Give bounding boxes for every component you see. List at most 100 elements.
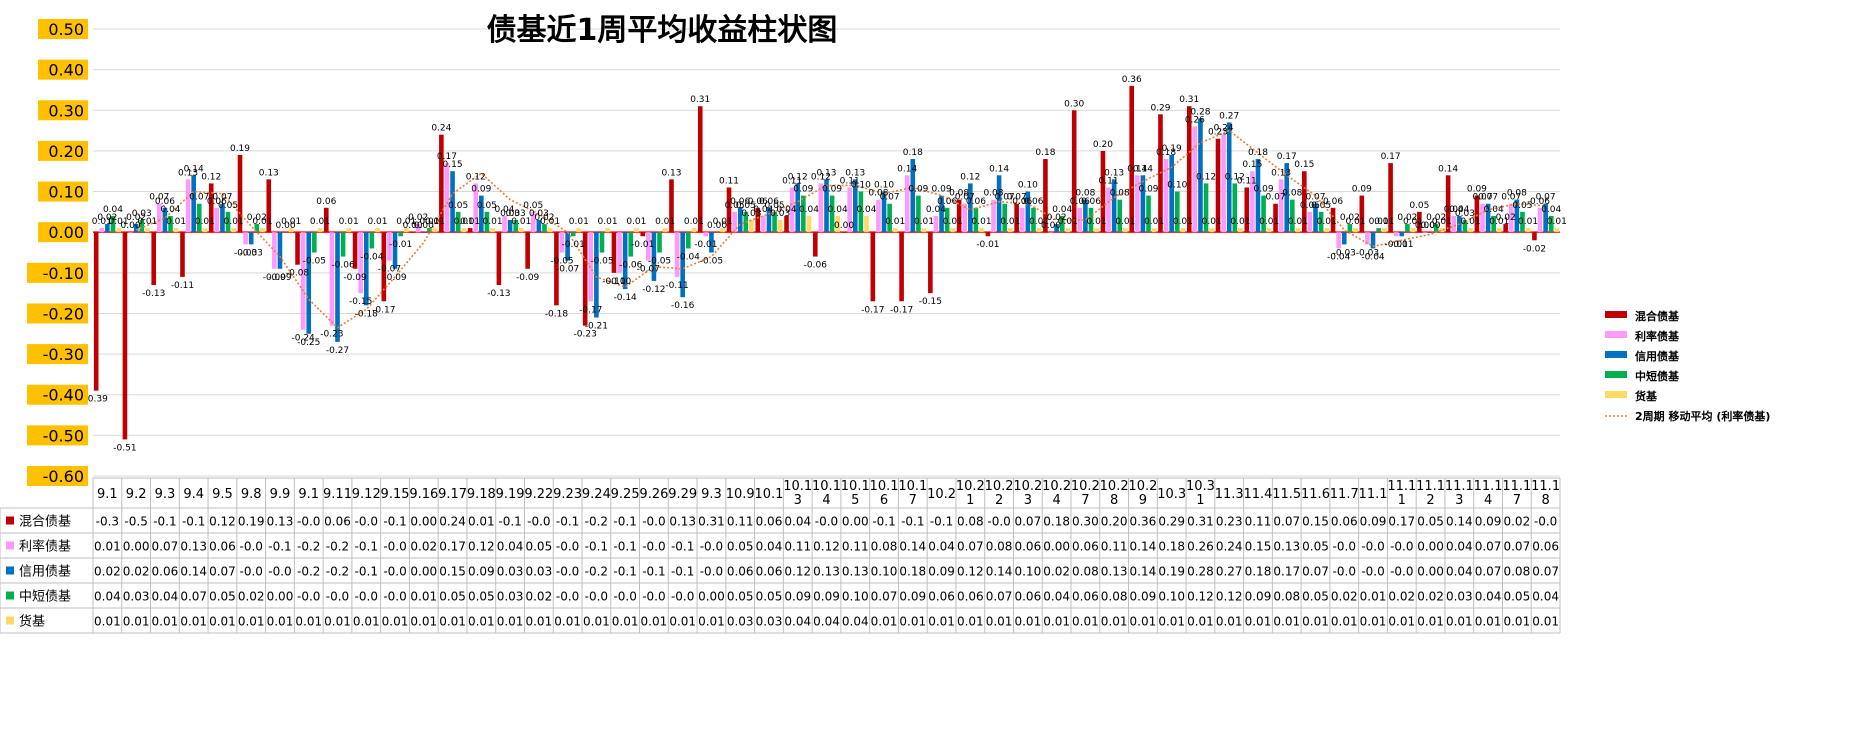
bar-5-40 (1238, 228, 1243, 233)
data-label: 0.00 (403, 221, 423, 231)
table-cell: 0.31 (1187, 515, 1214, 529)
bar-2-33 (1019, 207, 1025, 233)
bar-4-17 (570, 232, 576, 237)
table-cell: 0.24 (439, 515, 466, 529)
data-label: 0.04 (753, 205, 773, 215)
data-label: 0.01 (483, 217, 503, 227)
data-label: 0.07 (1472, 193, 1492, 203)
data-label: 0.19 (1162, 144, 1182, 154)
bar-1-34 (1043, 159, 1048, 233)
category-label: 9.29 (668, 487, 697, 502)
data-label: -0.24 (291, 334, 315, 344)
table-cell: -0.0 (527, 515, 550, 529)
bar-1-13 (439, 134, 444, 233)
bar-5-12 (432, 228, 438, 233)
table-cell: 0.08 (986, 540, 1013, 554)
table-cell: 0.13 (267, 515, 294, 529)
bar-5-17 (576, 228, 582, 233)
bar-4-38 (1174, 191, 1180, 233)
data-label: -0.04 (677, 252, 701, 262)
table-cell: 0.01 (382, 615, 409, 629)
category-label: 9.1 (298, 487, 319, 502)
bar-5-22 (720, 228, 725, 233)
table-cell: -0.1 (355, 565, 378, 579)
bar-2-32 (991, 199, 996, 233)
data-label: 0.04 (799, 205, 819, 215)
table-cell: 0.19 (238, 515, 265, 529)
table-cell: 0.12 (784, 565, 811, 579)
data-label: 0.03 (500, 209, 520, 219)
data-label: 0.01 (1317, 217, 1337, 227)
data-label: 0.01 (1374, 217, 1394, 227)
data-label: -0.23 (320, 330, 343, 340)
table-cell: 0.01 (641, 615, 668, 629)
table-cell: 0.07 (1532, 565, 1559, 579)
category-label: 8 (1110, 493, 1118, 508)
bar-2-2 (128, 232, 133, 233)
bar-4-44 (1347, 224, 1353, 233)
bar-1-44 (1330, 207, 1336, 233)
bar-1-27 (841, 232, 847, 233)
data-label: 0.08 (1507, 189, 1527, 199)
bar-1-17 (554, 232, 559, 306)
data-label: 0.13 (178, 168, 198, 178)
bar-5-15 (518, 228, 524, 233)
category-label: 4 (1052, 493, 1060, 508)
bar-2-31 (962, 203, 968, 233)
y-tick-label: 0.00 (48, 223, 84, 242)
table-cell: -0.0 (355, 515, 378, 529)
table-cell: 0.01 (1331, 615, 1358, 629)
category-label: 10.2 (1128, 479, 1157, 494)
bar-3-6 (248, 232, 254, 245)
category-label: 9.26 (639, 487, 668, 502)
data-label: -0.06 (331, 261, 355, 271)
data-label: 0.08 (1282, 189, 1302, 199)
data-label: 0.12 (811, 172, 831, 182)
data-label: -0.07 (637, 265, 660, 275)
bar-2-21 (674, 232, 680, 277)
y-tick-highlight (38, 59, 88, 80)
table-cell: 0.12 (957, 565, 984, 579)
table-cell: 0.17 (1388, 515, 1415, 529)
table-cell: -0.0 (987, 515, 1010, 529)
table-cell: -0.0 (1361, 565, 1384, 579)
data-label: 0.03 (529, 209, 549, 219)
bar-5-11 (403, 228, 409, 233)
category-label: 10.1 (898, 479, 927, 494)
data-label: 0.01 (252, 217, 272, 227)
table-cell: 0.01 (871, 615, 898, 629)
data-label: 0.02 (1397, 213, 1417, 223)
table-cell: -0.3 (96, 515, 119, 529)
bar-2-41 (1250, 171, 1255, 233)
bar-5-36 (1123, 228, 1128, 233)
data-label: 0.09 (822, 185, 842, 195)
table-cell: 0.15 (1245, 540, 1272, 554)
table-cell: 0.01 (1388, 615, 1415, 629)
bar-3-24 (766, 207, 772, 233)
bar-3-14 (479, 195, 484, 233)
bar-4-36 (1117, 199, 1123, 233)
bar-4-19 (628, 232, 634, 257)
data-label: 0.01 (914, 217, 934, 227)
table-cell: 0.18 (899, 565, 926, 579)
data-label: 0.05 (523, 201, 543, 211)
category-label: 10.1 (812, 479, 841, 494)
data-label: 0.17 (1381, 152, 1401, 162)
data-label: 0.04 (494, 205, 514, 215)
table-cell: 0.07 (209, 565, 236, 579)
data-label: 0.01 (454, 217, 474, 227)
bar-4-22 (714, 232, 720, 233)
bar-2-47 (1422, 232, 1428, 233)
data-label: -0.02 (1523, 244, 1546, 254)
table-cell: 0.00 (842, 515, 869, 529)
bar-2-28 (876, 199, 881, 233)
bar-3-49 (1485, 203, 1491, 233)
data-label: -0.01 (1385, 240, 1408, 250)
table-cell: -0.2 (326, 565, 349, 579)
category-label: 9.3 (701, 487, 722, 502)
data-label: -0.01 (562, 240, 585, 250)
table-cell: 0.11 (727, 515, 754, 529)
table-cell: -0.0 (642, 590, 665, 604)
table-cell: 0.09 (468, 565, 495, 579)
data-label: -0.39 (85, 395, 109, 405)
